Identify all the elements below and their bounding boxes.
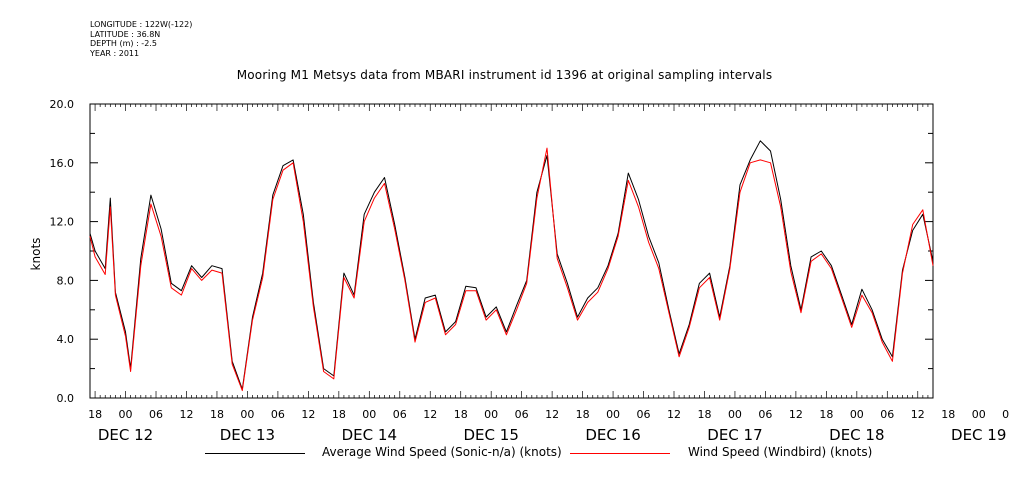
hour-tick-label: 18 [332, 408, 346, 421]
hour-tick-label: 06 [758, 408, 772, 421]
hour-tick-label: 00 [240, 408, 254, 421]
hour-tick-label: 12 [667, 408, 681, 421]
hour-tick-label: 06 [637, 408, 651, 421]
day-label: DEC 13 [220, 426, 275, 444]
year-text: YEAR : 2011 [90, 48, 140, 58]
hour-tick-label: 00 [362, 408, 376, 421]
depth-text: DEPTH (m) : -2.5 [90, 39, 157, 48]
legend-swatch-windbird [570, 453, 670, 454]
hour-tick-label: 00 [728, 408, 742, 421]
hour-tick-label: 12 [179, 408, 193, 421]
longitude-text: LONGITUDE : 122W(-122) [90, 20, 193, 29]
y-tick-label: 20.0 [50, 98, 75, 111]
hour-tick-label: 06 [149, 408, 163, 421]
hour-tick-label: 12 [911, 408, 925, 421]
legend: Average Wind Speed (Sonic-n/a) (knots) W… [0, 445, 1009, 465]
hour-tick-label: 06 [1002, 408, 1009, 421]
y-tick-label: 16.0 [50, 157, 75, 170]
day-label: DEC 16 [585, 426, 640, 444]
hour-tick-label: 18 [819, 408, 833, 421]
chart-title: Mooring M1 Metsys data from MBARI instru… [236, 68, 773, 82]
legend-label-average: Average Wind Speed (Sonic-n/a) (knots) [322, 445, 562, 459]
hour-tick-label: 12 [423, 408, 437, 421]
day-label: DEC 18 [829, 426, 884, 444]
hour-tick-label: 00 [119, 408, 133, 421]
hour-tick-label: 00 [972, 408, 986, 421]
day-label: DEC 19 [951, 426, 1006, 444]
legend-label-windbird: Wind Speed (Windbird) (knots) [688, 445, 873, 459]
plot-frame [89, 103, 934, 399]
y-axis-label: knots [29, 238, 43, 271]
hour-tick-label: 06 [515, 408, 529, 421]
hour-tick-label: 12 [301, 408, 315, 421]
day-label: DEC 12 [98, 426, 153, 444]
series-line-average [89, 140, 934, 390]
y-tick-label: 0.0 [57, 392, 75, 405]
x-tick-labels: 18 00 06 12 18 00 06 12 18 00 06 12 18 00 06 12 18 00 06 12… [88, 408, 1009, 444]
hour-tick-label: 06 [393, 408, 407, 421]
hour-tick-label: 18 [454, 408, 468, 421]
hour-tick-label: 18 [88, 408, 102, 421]
hour-tick-label: 00 [606, 408, 620, 421]
day-label: DEC 15 [464, 426, 519, 444]
y-tick-label: 8.0 [57, 274, 75, 287]
axis-ticks [89, 103, 934, 399]
hour-tick-label: 18 [576, 408, 590, 421]
hour-tick-label: 12 [789, 408, 803, 421]
latitude-text: LATITUDE : 36.8N [90, 29, 161, 39]
series-group [89, 140, 934, 392]
hour-tick-label: 00 [850, 408, 864, 421]
day-label: DEC 17 [707, 426, 762, 444]
hour-tick-label: 00 [484, 408, 498, 421]
hour-tick-label: 12 [545, 408, 559, 421]
hour-tick-label: 18 [210, 408, 224, 421]
y-tick-labels: 0.0 4.0 8.0 12.0 16.0 20.0 [50, 98, 75, 405]
hour-tick-label: 18 [941, 408, 955, 421]
hour-tick-label: 18 [697, 408, 711, 421]
y-tick-label: 12.0 [50, 216, 75, 229]
day-label: DEC 14 [342, 426, 397, 444]
legend-swatch-average [205, 453, 305, 454]
hour-tick-label: 06 [880, 408, 894, 421]
series-line-windbird [89, 147, 934, 392]
hour-tick-label: 06 [271, 408, 285, 421]
metadata-block: LONGITUDE : 122W(-122) LATITUDE : 36.8N … [90, 20, 192, 58]
y-tick-label: 4.0 [57, 333, 75, 346]
